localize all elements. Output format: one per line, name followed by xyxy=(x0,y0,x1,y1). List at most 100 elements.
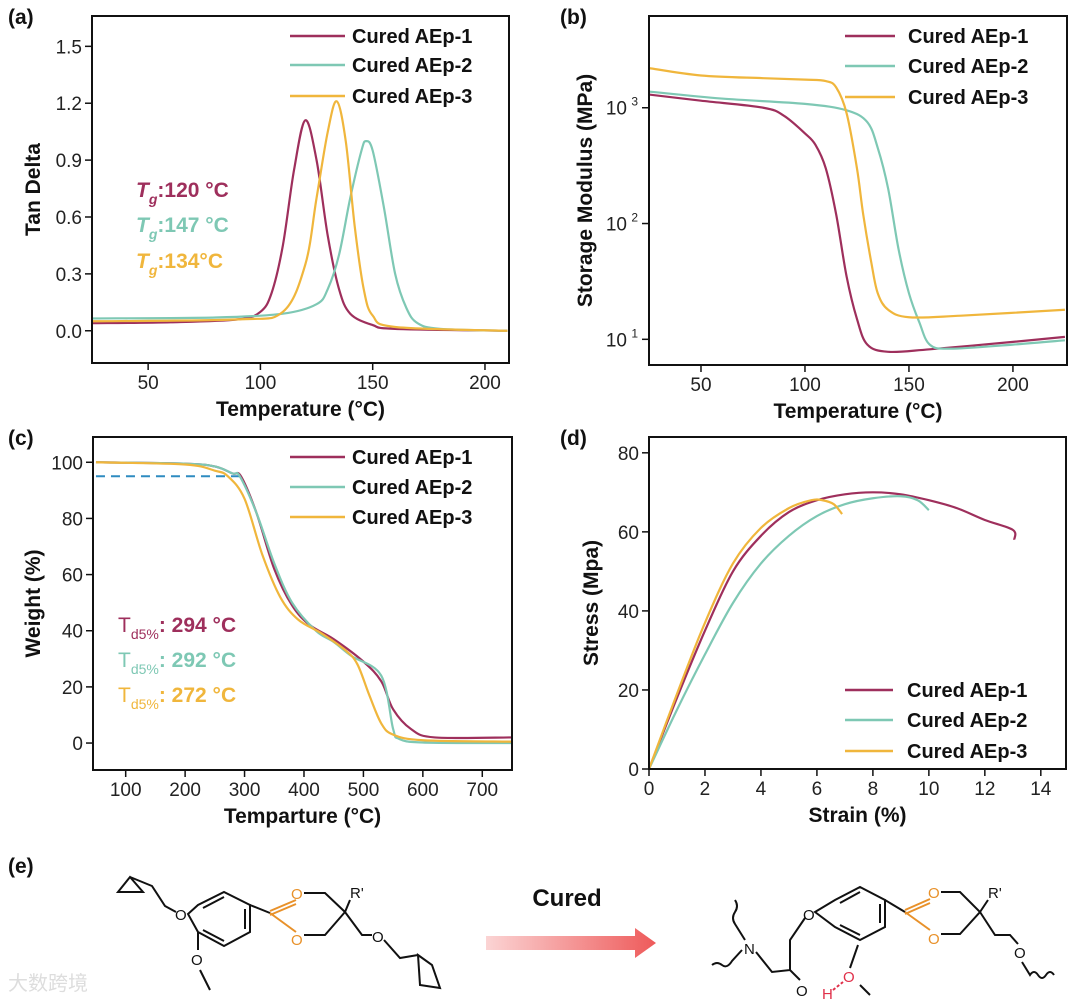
x-tick-label: 8 xyxy=(868,779,879,800)
x-tick-label: 2 xyxy=(700,779,711,800)
reaction-scheme: (e) O O O O R' O Cured xyxy=(8,855,1055,1001)
atom-o: O xyxy=(372,929,384,946)
x-tick-label: 150 xyxy=(893,375,925,396)
y-tick-label: 0.9 xyxy=(56,151,82,172)
annotation-value: : 272 °C xyxy=(159,684,236,707)
annotation-label: Td5%: 294 °C xyxy=(118,614,236,642)
legend-label: Cured AEp-2 xyxy=(907,710,1027,732)
x-tick-label: 200 xyxy=(469,373,501,394)
annotation-subscript: g xyxy=(148,191,158,207)
legend: Cured AEp-1 Cured AEp-2 Cured AEp-3 xyxy=(290,26,472,108)
y-tick-label: 100 xyxy=(51,453,83,474)
series-line-aep-3 xyxy=(95,461,512,743)
annotation-value: :147 °C xyxy=(157,214,228,237)
panel-label: (b) xyxy=(560,6,587,29)
x-axis-label: Temparture (°C) xyxy=(224,805,381,828)
x-tick-label: 700 xyxy=(466,780,498,801)
y-tick-label: 0.3 xyxy=(56,265,82,286)
atom-o-acetal: O xyxy=(291,886,303,903)
y-tick-label: 80 xyxy=(618,444,639,465)
legend-label: Cured AEp-1 xyxy=(907,680,1027,702)
x-tick-label: 300 xyxy=(229,780,261,801)
y-tick-exponent: 3 xyxy=(631,95,638,109)
x-tick-label: 10 xyxy=(918,779,939,800)
legend: Cured AEp-1 Cured AEp-2 Cured AEp-3 xyxy=(845,26,1028,109)
legend-label: Cured AEp-1 xyxy=(352,26,472,48)
y-tick-label: 0 xyxy=(72,734,83,755)
y-axis-label: Tan Delta xyxy=(22,143,45,236)
atom-o-acetal: O xyxy=(291,932,303,949)
series-line-aep-1 xyxy=(649,93,1066,354)
y-tick-label: 1.2 xyxy=(56,94,82,115)
x-axis-label: Strain (%) xyxy=(808,804,906,827)
legend-label: Cured AEp-1 xyxy=(352,447,472,469)
annotation-value: : 292 °C xyxy=(159,649,236,672)
series-line-aep-3 xyxy=(92,100,508,332)
atom-o: O xyxy=(1014,945,1026,962)
panel-label-e: (e) xyxy=(8,855,34,878)
atom-o: O xyxy=(796,983,808,1000)
annotation-subscript: d5% xyxy=(131,661,159,677)
annotation-symbol: T xyxy=(118,684,131,707)
x-tick-label: 0 xyxy=(644,779,655,800)
legend-label: Cured AEp-3 xyxy=(352,507,472,529)
y-axis-label: Storage Modulus (MPa) xyxy=(574,74,597,307)
atom-o-acetal: O xyxy=(928,931,940,948)
x-tick-label: 12 xyxy=(974,779,995,800)
annotation-label: Tg:147 °C xyxy=(136,214,229,242)
annotation-symbol: T xyxy=(118,649,131,672)
y-tick-label: 10 xyxy=(606,99,627,120)
chart-c-tga: (c) 100 200 300 400 500 600 700 0 20 40 60 80 100 Temp… xyxy=(8,427,513,828)
r-prime-label: R' xyxy=(350,885,364,902)
x-tick-label: 50 xyxy=(690,375,711,396)
legend-label: Cured AEp-2 xyxy=(908,56,1028,78)
y-tick-label: 10 xyxy=(606,215,627,236)
legend-label: Cured AEp-3 xyxy=(907,741,1027,763)
y-tick-label: 20 xyxy=(618,681,639,702)
series-line-aep-2 xyxy=(649,495,930,769)
legend-label: Cured AEp-3 xyxy=(908,87,1028,109)
atom-o: O xyxy=(191,952,203,969)
x-tick-label: 500 xyxy=(348,780,380,801)
x-tick-label: 100 xyxy=(789,375,821,396)
annotation-value: :120 °C xyxy=(157,179,228,202)
plot-frame xyxy=(91,15,510,364)
annotation-symbol: T xyxy=(136,214,151,237)
legend-label: Cured AEp-3 xyxy=(352,86,472,108)
cured-network-structure: N O O H O O O R' O xyxy=(711,885,1055,1001)
x-tick-label: 150 xyxy=(357,373,389,394)
panel-label: (a) xyxy=(8,6,34,29)
legend-label: Cured AEp-2 xyxy=(352,477,472,499)
x-tick-label: 200 xyxy=(169,780,201,801)
y-tick-label: 80 xyxy=(62,509,83,530)
y-tick-label: 20 xyxy=(62,678,83,699)
annotation-symbol: T xyxy=(136,250,151,273)
x-tick-label: 600 xyxy=(407,780,439,801)
atom-o-acetal: O xyxy=(928,885,940,902)
arrow-label: Cured xyxy=(532,885,601,912)
atom-n: N xyxy=(744,941,755,958)
plot-frame xyxy=(92,436,513,771)
y-tick-label: 60 xyxy=(618,523,639,544)
legend: Cured AEp-1 Cured AEp-2 Cured AEp-3 xyxy=(290,447,472,529)
x-tick-label: 6 xyxy=(812,779,823,800)
series-line-aep-1 xyxy=(649,491,1017,769)
series-line-aep-2 xyxy=(92,139,508,332)
x-tick-label: 400 xyxy=(288,780,320,801)
series-line-aep-3 xyxy=(649,498,843,769)
legend: Cured AEp-1 Cured AEp-2 Cured AEp-3 xyxy=(845,680,1027,763)
y-tick-exponent: 2 xyxy=(631,211,638,225)
legend-label: Cured AEp-2 xyxy=(352,55,472,77)
x-axis-label: Temperature (°C) xyxy=(773,400,942,423)
x-tick-label: 200 xyxy=(997,375,1029,396)
y-axis-label: Weight (%) xyxy=(22,549,45,657)
annotation-subscript: g xyxy=(148,226,158,242)
series-line-aep-3 xyxy=(649,67,1065,319)
atom-o-methoxy: O xyxy=(843,969,855,986)
annotation-symbol: T xyxy=(136,179,151,202)
y-tick-label: 0 xyxy=(628,760,639,781)
series-line-aep-2 xyxy=(95,461,512,745)
x-tick-label: 100 xyxy=(110,780,142,801)
y-tick-label: 60 xyxy=(62,566,83,587)
chart-a-tan-delta: (a) 50 100 150 200 0.0 0.3 0.6 0.9 1.2 1.5 Temperat… xyxy=(8,6,510,421)
